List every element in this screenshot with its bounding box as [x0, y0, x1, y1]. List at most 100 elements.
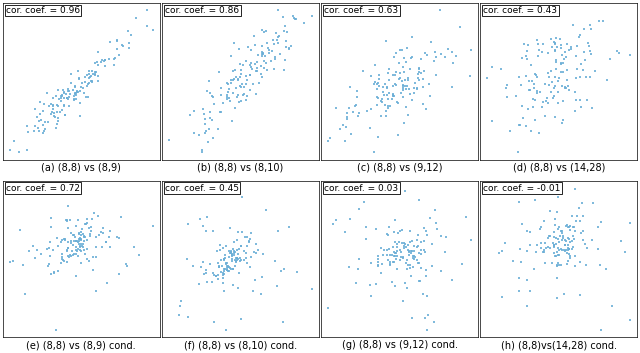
Point	[51, 125, 61, 131]
Point	[408, 238, 418, 244]
Point	[221, 328, 231, 333]
Point	[250, 277, 260, 282]
Point	[62, 218, 72, 223]
Point	[45, 224, 56, 229]
Point	[63, 254, 74, 260]
Point	[385, 103, 396, 108]
Point	[539, 247, 549, 253]
Point	[246, 230, 256, 235]
Point	[402, 46, 412, 51]
Point	[541, 245, 551, 251]
Point	[70, 92, 81, 97]
Point	[118, 43, 129, 49]
Point	[372, 260, 383, 265]
Point	[429, 319, 439, 325]
Point	[369, 150, 380, 155]
Point	[203, 139, 213, 145]
Point	[230, 105, 241, 111]
Point	[416, 265, 426, 270]
Point	[78, 231, 88, 237]
Point	[482, 75, 492, 81]
Point	[529, 81, 539, 87]
Point	[532, 37, 543, 43]
Point	[354, 257, 364, 262]
Point	[527, 78, 538, 84]
Point	[399, 245, 410, 251]
Point	[218, 245, 228, 251]
Point	[123, 28, 133, 34]
Point	[391, 70, 401, 75]
Point	[241, 244, 252, 249]
Point	[259, 29, 269, 35]
Point	[581, 74, 591, 80]
Point	[59, 237, 69, 242]
Point	[414, 70, 424, 75]
Point	[124, 45, 134, 50]
Point	[282, 29, 292, 35]
Point	[424, 82, 435, 87]
Point	[543, 100, 554, 106]
Point	[406, 248, 416, 254]
Point	[257, 274, 267, 280]
Point	[400, 83, 410, 89]
Point	[59, 95, 69, 101]
Point	[395, 228, 405, 234]
Point	[52, 268, 63, 274]
Point	[142, 7, 152, 13]
Point	[419, 68, 429, 73]
Point	[42, 264, 52, 269]
Point	[344, 105, 355, 111]
Point	[616, 238, 626, 244]
Point	[521, 73, 531, 79]
Point	[38, 122, 48, 127]
Point	[571, 75, 581, 81]
Point	[214, 263, 224, 269]
Point	[579, 49, 589, 55]
Point	[196, 265, 206, 270]
Point	[284, 225, 294, 230]
Point	[222, 265, 232, 271]
Point	[291, 16, 301, 22]
Point	[222, 261, 232, 266]
Point	[200, 270, 211, 276]
Point	[74, 75, 84, 80]
Point	[525, 62, 536, 68]
Point	[570, 186, 580, 192]
Point	[232, 238, 243, 243]
Point	[552, 249, 562, 255]
Point	[376, 98, 386, 103]
Point	[549, 234, 559, 240]
Point	[58, 258, 68, 264]
Point	[76, 237, 86, 243]
Point	[70, 223, 81, 228]
Point	[353, 266, 364, 271]
Point	[197, 147, 207, 152]
Point	[392, 241, 403, 246]
Point	[557, 231, 568, 236]
Point	[328, 222, 338, 227]
Point	[202, 280, 212, 285]
Point	[354, 110, 364, 116]
Point	[522, 228, 532, 234]
Point	[563, 77, 573, 83]
Point	[397, 47, 407, 52]
Point	[234, 246, 244, 252]
Point	[230, 67, 241, 73]
Point	[559, 248, 569, 253]
Point	[536, 245, 546, 250]
Point	[548, 85, 559, 90]
Point	[264, 50, 274, 56]
Point	[4, 147, 15, 152]
Point	[218, 270, 228, 276]
Point	[418, 101, 428, 107]
Point	[553, 100, 563, 106]
Point	[432, 226, 442, 232]
Point	[560, 243, 570, 248]
Point	[69, 93, 79, 99]
Point	[71, 244, 81, 250]
Point	[425, 215, 435, 221]
Point	[554, 76, 564, 81]
Point	[33, 126, 44, 131]
Point	[221, 261, 231, 266]
Point	[612, 48, 622, 54]
